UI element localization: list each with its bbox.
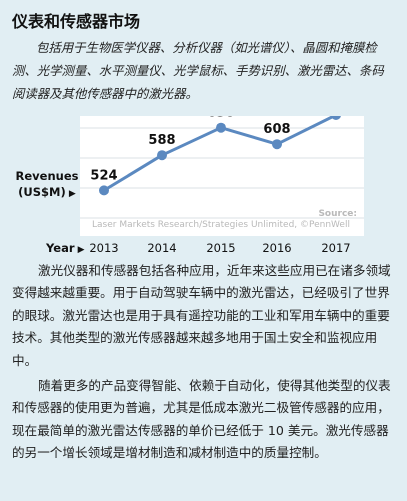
x-tick-label: 2013 bbox=[89, 241, 119, 255]
body-paragraph: 随着更多的产品变得智能、依赖于自动化，使得其他类型的仪表和传感器的使用更为普遍，… bbox=[12, 378, 391, 461]
x-tick-label: 2017 bbox=[321, 241, 351, 255]
intro-paragraph: 包括用于生物医学仪器、分析仪器（如光谱仪）、晶圆和掩膜检测、光学测量、水平测量仪… bbox=[12, 40, 384, 101]
x-tick-label: 2015 bbox=[206, 241, 236, 255]
section-title: 仪表和传感器市场 bbox=[12, 12, 141, 31]
data-point bbox=[99, 185, 109, 196]
data-point bbox=[216, 122, 226, 133]
body-paragraph: 激光仪器和传感器包括各种应用，近年来这些应用已在诸多领域变得越来越重要。用于自动… bbox=[12, 263, 391, 368]
data-point bbox=[331, 116, 341, 120]
y-axis-label-line2: (US$M) bbox=[18, 185, 66, 199]
source-label: Source: bbox=[318, 209, 357, 219]
data-label: 588 bbox=[148, 133, 175, 148]
y-axis-label-line1: Revenues bbox=[15, 169, 79, 183]
revenue-line-chart: 524588638608661 bbox=[80, 116, 364, 219]
x-tick-label: 2014 bbox=[147, 241, 177, 255]
x-axis-label-text: Year bbox=[46, 241, 75, 255]
data-label: 524 bbox=[90, 168, 117, 183]
data-point bbox=[272, 139, 282, 150]
arrow-right-icon: ▶ bbox=[74, 245, 85, 255]
arrow-right-icon: ▶ bbox=[65, 189, 76, 199]
source-credit: Laser Markets Research/Strategies Unlimi… bbox=[92, 220, 350, 230]
data-label: 638 bbox=[207, 116, 234, 121]
x-tick-label: 2016 bbox=[262, 241, 292, 255]
y-axis-label: Revenues (US$M) ▶ bbox=[14, 168, 80, 202]
chart-card: 524588638608661 bbox=[80, 116, 364, 236]
data-label: 608 bbox=[263, 122, 290, 137]
data-point bbox=[157, 150, 167, 161]
x-axis-label: Year ▶ bbox=[46, 241, 85, 255]
